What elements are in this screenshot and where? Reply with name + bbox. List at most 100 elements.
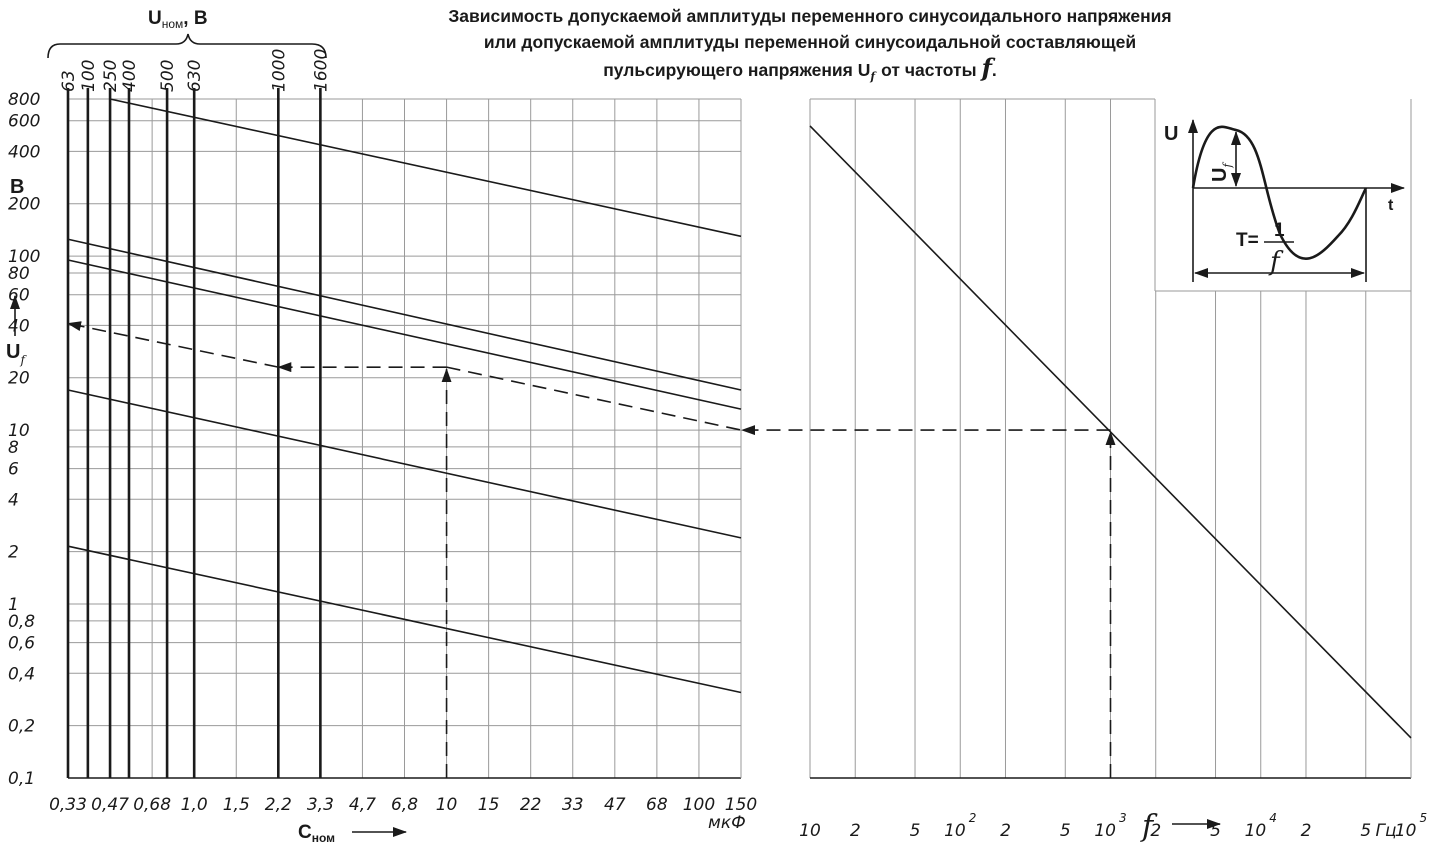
sine-inset: U t Uf T= 1 f [1164, 119, 1405, 282]
inset-uf-label-u: U [1209, 168, 1231, 182]
x-tick-label-right: 5 [1210, 821, 1221, 841]
y-tick-label: 0,2 [8, 717, 35, 737]
unom-tick-label: 250 [101, 60, 121, 92]
y-tick-label: 400 [8, 142, 40, 162]
y-tick-label: 4 [8, 490, 19, 510]
x-tick-label-left: 1,5 [223, 795, 250, 815]
x-tick-label-left: 68 [646, 795, 668, 815]
y-unit-label: B [10, 176, 24, 198]
x-tick-label-left: 10 [436, 795, 458, 815]
cnom-c: C [298, 822, 312, 843]
left-series-line [109, 98, 742, 238]
x-tick-label-left: 33 [562, 795, 584, 815]
unom-tick-label: 400 [120, 60, 140, 92]
y-tick-label: 2 [8, 543, 19, 563]
y-tick-label: 20 [8, 369, 30, 389]
title-line-3-text: пульсирующего напряжения U [603, 60, 870, 80]
y-tick-label: 10 [8, 421, 30, 441]
left-grid [67, 98, 742, 779]
x-tick-label-right: 10 [799, 821, 821, 841]
x-tick-label-left: 4,7 [349, 795, 376, 815]
left-series-line [67, 545, 742, 694]
x-tick-label-left: 100 [683, 795, 715, 815]
x-tick-label-left: 3,3 [307, 795, 334, 815]
title-suffix: от частоты [881, 60, 976, 80]
x-tick-label-left: 0,47 [91, 795, 129, 815]
y-tick-label: 0,6 [8, 634, 35, 654]
x-tick-label-right: 5 [1360, 821, 1371, 841]
y-tick-label: 0,1 [8, 769, 35, 789]
chart-labels: 0,33 0,47 0,68 1,0 1,5 2,2 3,3 4,7 6,8 10 15 22 33 47… [8, 49, 1427, 841]
unom-header-unit: , B [183, 8, 207, 29]
freq-unit-label: Гц [1375, 821, 1396, 841]
x-tick-label-right: 102 [944, 811, 976, 841]
x-tick-label-right: 5 [910, 821, 921, 841]
x-tick-label-right: 2 [1000, 821, 1011, 841]
uf-axis-label-u: U [6, 341, 20, 363]
unom-tick-label: 500 [158, 60, 178, 92]
x-tick-label-right: 2 [1150, 821, 1161, 841]
x-tick-label-right: 105 [1395, 811, 1427, 841]
example-dash-to-axis [67, 321, 279, 368]
unom-header-sub: ном [162, 17, 184, 31]
y-tick-label: 40 [8, 316, 30, 336]
y-tick-label: 60 [8, 286, 30, 306]
x-tick-label-left: 22 [520, 795, 542, 815]
left-series-line [67, 389, 742, 539]
x-tick-label-left: 0,68 [133, 795, 171, 815]
inset-period-prefix: T= [1236, 230, 1259, 251]
inset-period-numerator: 1 [1274, 220, 1285, 241]
y-tick-label: 600 [8, 112, 40, 132]
inset-uf-label: Uf [1209, 162, 1234, 182]
x-tick-label-left: 6,8 [391, 795, 418, 815]
x-tick-label-right: 5 [1060, 821, 1071, 841]
inset-sine-curve [1191, 125, 1368, 260]
chart-title-line-3: пульсирующего напряжения Uf от частоты f. [603, 53, 997, 83]
example-dash-slope [446, 366, 742, 431]
unom-header-u: U [148, 8, 162, 29]
left-series-line [67, 238, 742, 391]
unom-header: Uном, B [148, 8, 208, 31]
unom-tick-label: 100 [79, 60, 99, 92]
chart-title-line-2: или допускаемой амплитуды переменной син… [484, 32, 1136, 52]
left-series-line [67, 259, 742, 410]
cap-unit-label: мкФ [708, 813, 746, 833]
x-tick-label-left: 2,2 [265, 795, 292, 815]
unom-tick-label: 63 [59, 70, 79, 92]
x-tick-label-left: 1,0 [181, 795, 208, 815]
y-tick-label: 8 [8, 438, 19, 458]
chart-marks [66, 88, 1412, 778]
x-tick-label-left: 0,33 [49, 795, 87, 815]
y-tick-label: 800 [8, 90, 40, 110]
y-tick-label: 6 [8, 460, 19, 480]
unom-tick-label: 1000 [269, 49, 289, 92]
x-tick-label-left: 15 [478, 795, 500, 815]
x-tick-label-right: 103 [1094, 811, 1126, 841]
title-f-symbol: f [980, 53, 996, 82]
y-tick-label: 80 [8, 264, 30, 284]
unom-brace [47, 33, 327, 59]
y-tick-label: 200 [8, 195, 40, 215]
x-tick-label-right: 2 [850, 821, 861, 841]
uf-axis-label: Uf [6, 341, 27, 367]
x-tick-label-left: 47 [604, 795, 626, 815]
inset-t-label: t [1388, 197, 1394, 214]
x-axis-label-cnom: Cном [298, 822, 335, 845]
x-tick-label-right: 2 [1301, 821, 1312, 841]
uf-axis-label-sub: f [19, 353, 27, 367]
title-f-subscript: f [869, 70, 877, 83]
y-tick-label: 0,4 [8, 664, 35, 684]
chart-title-line-1: Зависимость допускаемой амплитуды переме… [448, 6, 1171, 26]
inset-u-label: U [1164, 123, 1178, 145]
unom-tick-label: 1600 [311, 49, 331, 92]
y-tick-label: 0,8 [8, 612, 35, 632]
y-tick-label: 1 [8, 595, 19, 615]
x-tick-label-right: 104 [1245, 811, 1277, 841]
cnom-sub: ном [312, 831, 335, 845]
x-tick-label-left: 150 [725, 795, 757, 815]
y-tick-label: 100 [8, 247, 40, 267]
inset-uf-label-sub: f [1221, 162, 1234, 169]
unom-tick-label: 630 [185, 60, 205, 92]
title-period: . [992, 60, 997, 80]
